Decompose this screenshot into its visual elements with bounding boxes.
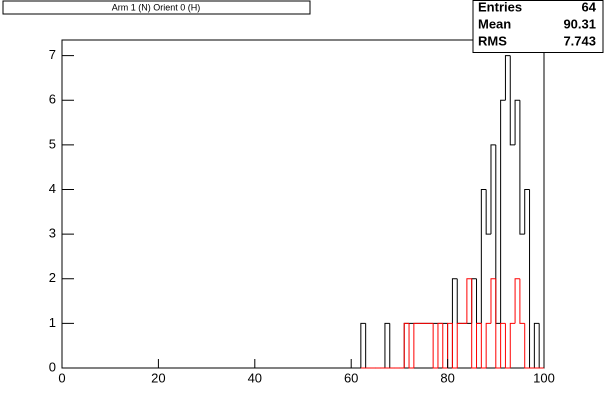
histogram-bin — [403, 322, 410, 368]
histogram-bin — [471, 278, 477, 324]
histogram-bin — [480, 323, 487, 369]
histogram-bin — [509, 55, 516, 146]
stat-value: 90.31 — [563, 16, 596, 31]
histogram-bin — [524, 188, 530, 235]
histogram-bin — [504, 323, 511, 369]
histogram-bin — [514, 278, 520, 324]
histogram-bin — [538, 323, 544, 369]
histogram-bin — [384, 322, 390, 368]
histogram-bin — [447, 323, 453, 369]
histogram-bin — [490, 278, 496, 324]
histogram-bin — [437, 322, 443, 368]
x-tick-label: 80 — [440, 370, 454, 385]
title-box — [2, 0, 311, 15]
stat-label: Entries — [478, 0, 522, 14]
histogram-bin — [360, 322, 366, 368]
histogram-bin — [432, 323, 438, 369]
x-tick-label: 20 — [151, 370, 165, 385]
histogram-bin — [495, 144, 501, 324]
y-tick-label: 2 — [49, 270, 56, 285]
histogram-bin — [514, 99, 520, 145]
histogram-bin — [480, 188, 487, 324]
histogram-bin — [451, 278, 458, 368]
histogram-bin — [476, 278, 482, 324]
y-tick-label: 4 — [49, 181, 56, 196]
histogram-bin — [519, 278, 525, 324]
stat-label: RMS — [478, 33, 507, 48]
histogram-bin — [500, 99, 506, 324]
histogram-bin — [533, 322, 540, 368]
histogram-bin — [447, 322, 453, 368]
x-tick-label: 60 — [344, 370, 358, 385]
histogram-bin — [456, 278, 463, 324]
x-tick-label: 0 — [58, 370, 65, 385]
x-tick-label: 40 — [248, 370, 262, 385]
histogram-bin — [413, 322, 419, 368]
histogram-bin — [476, 322, 482, 368]
histogram-bin — [466, 278, 472, 324]
histogram-bin — [519, 100, 525, 235]
y-tick-label: 6 — [49, 92, 56, 107]
histogram-bin — [509, 322, 516, 368]
y-tick-label: 5 — [49, 136, 56, 151]
title: Arm 1 (N) Orient 0 (H) — [112, 2, 201, 12]
histogram-bin — [408, 323, 414, 369]
histogram-bin — [495, 278, 501, 369]
histogram-bin — [403, 322, 410, 368]
stats-box — [472, 0, 604, 53]
stat-value: 7.743 — [563, 33, 596, 48]
histogram-bin — [500, 322, 506, 368]
histogram-bin — [389, 323, 395, 369]
histogram-bin — [524, 323, 530, 369]
histogram-bin — [451, 323, 458, 369]
histogram-bin — [490, 144, 496, 235]
histogram-bin — [529, 189, 535, 369]
histogram-bin — [365, 323, 371, 369]
y-tick-label: 0 — [49, 359, 56, 374]
histogram-bin — [471, 278, 477, 369]
histogram-bin — [485, 189, 491, 235]
y-tick-label: 3 — [49, 226, 56, 241]
stat-value: 64 — [582, 0, 597, 14]
frame — [61, 39, 545, 369]
stat-label: Mean — [478, 16, 511, 31]
x-tick-label: 100 — [533, 370, 555, 385]
histogram-bin — [485, 322, 491, 368]
histogram-bin — [456, 322, 463, 368]
histogram-bin — [504, 55, 511, 101]
y-tick-label: 7 — [49, 47, 56, 62]
histogram-bin — [442, 323, 448, 369]
y-tick-label: 1 — [49, 315, 56, 330]
